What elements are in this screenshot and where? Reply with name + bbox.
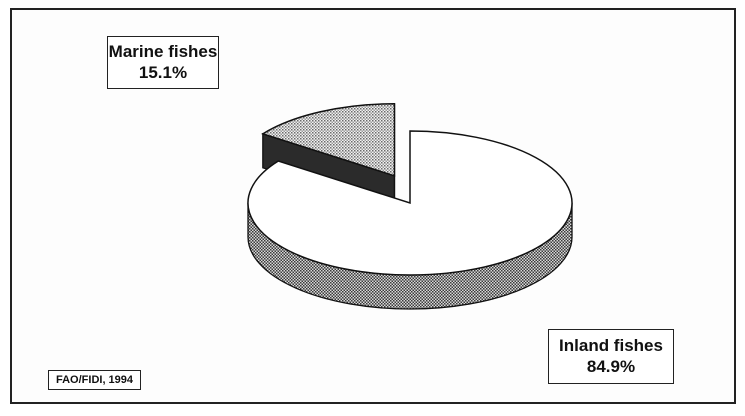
source-note: FAO/FIDI, 1994 bbox=[48, 370, 142, 390]
inland-name: Inland fishes bbox=[559, 336, 663, 355]
pie-slices bbox=[247, 103, 573, 310]
marine-name: Marine fishes bbox=[108, 42, 218, 61]
marine-fishes-slice bbox=[261, 103, 396, 177]
marine-percent: 15.1% bbox=[138, 63, 188, 83]
inland-fishes-slice bbox=[247, 130, 573, 276]
marine-label-box: Marine fishes 15.1% bbox=[107, 36, 219, 89]
inland-percent: 84.9% bbox=[586, 357, 636, 377]
inland-label-box: Inland fishes 84.9% bbox=[548, 329, 674, 384]
